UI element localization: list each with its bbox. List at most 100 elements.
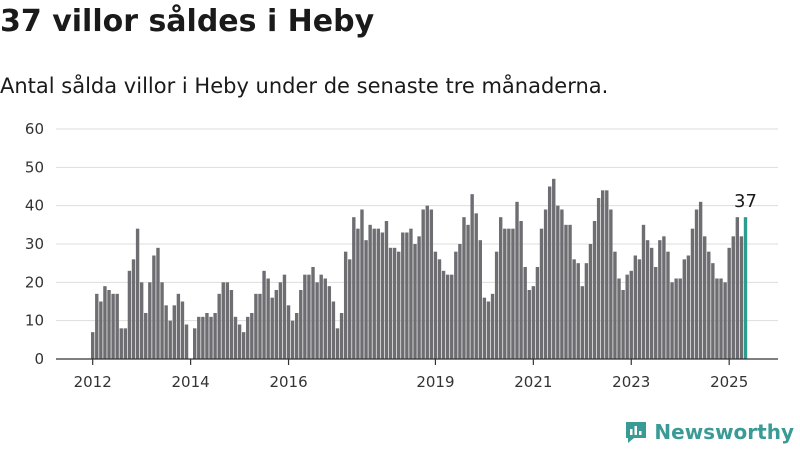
bar	[698, 201, 703, 359]
bar	[531, 286, 536, 359]
bar	[437, 259, 442, 359]
bar	[466, 224, 470, 359]
bar	[739, 236, 744, 359]
bar	[303, 274, 307, 359]
chart-subtitle: Antal sålda villor i Heby under de senas…	[0, 74, 609, 98]
bar	[523, 267, 527, 359]
bar	[662, 236, 666, 359]
bar	[360, 209, 364, 359]
bar	[225, 282, 230, 359]
bar	[617, 278, 621, 359]
bar	[262, 270, 266, 359]
bar	[217, 293, 221, 359]
bar	[139, 282, 144, 359]
y-tick-label: 60	[25, 120, 44, 138]
bar	[547, 186, 552, 359]
bar	[731, 236, 735, 359]
bar	[409, 228, 413, 359]
bar	[164, 305, 168, 359]
bar	[625, 274, 629, 359]
axes: 2012 2014 2016 2019 2021 2023 2025	[56, 358, 778, 391]
bar	[315, 282, 319, 359]
bar	[127, 270, 132, 359]
bar	[119, 328, 123, 359]
bar	[95, 293, 99, 359]
bar	[213, 313, 217, 359]
bar	[91, 332, 95, 359]
bar	[372, 228, 376, 359]
bar	[556, 205, 560, 359]
bar	[535, 267, 540, 359]
bar	[703, 236, 707, 359]
bar	[380, 232, 385, 359]
newsworthy-chart-icon	[626, 422, 647, 443]
y-tick-label: 10	[25, 312, 44, 330]
y-tick-label: 30	[25, 235, 44, 253]
bar	[682, 259, 686, 359]
grid-lines: 0 10 20 30 40 50 60	[25, 120, 778, 368]
bar	[307, 274, 311, 359]
bar	[621, 290, 625, 359]
logo-text: Newsworthy	[654, 420, 794, 444]
bar	[148, 282, 152, 359]
bar	[486, 301, 491, 359]
bar	[678, 278, 682, 359]
x-tick-label: 2014	[172, 373, 210, 391]
bar	[221, 282, 225, 359]
bar	[735, 217, 740, 359]
bar	[429, 209, 434, 359]
bar	[474, 213, 478, 359]
bar	[560, 209, 564, 359]
bar	[694, 209, 699, 359]
bar	[295, 313, 299, 359]
bar	[494, 251, 499, 359]
bar	[503, 228, 507, 359]
bar	[180, 301, 185, 359]
bar	[343, 251, 348, 359]
bar	[282, 274, 287, 359]
bar	[601, 190, 605, 359]
bar	[405, 232, 409, 359]
bar	[588, 244, 593, 359]
bar	[609, 209, 613, 359]
bar	[168, 320, 172, 359]
bar	[658, 240, 662, 359]
bar	[605, 190, 609, 359]
bar	[470, 194, 474, 359]
bar	[368, 224, 372, 359]
bar	[290, 320, 295, 359]
bar	[388, 247, 393, 359]
bar	[670, 282, 674, 359]
bar	[319, 274, 323, 359]
bar	[445, 274, 450, 359]
bar	[552, 178, 556, 359]
bar	[352, 217, 356, 359]
bar	[629, 270, 633, 359]
bar	[258, 293, 262, 359]
bar	[205, 313, 209, 359]
bar	[144, 313, 148, 359]
bar	[576, 263, 580, 359]
bar	[176, 293, 181, 359]
bar	[246, 316, 250, 359]
bar	[115, 293, 119, 359]
bar	[727, 247, 731, 359]
bar	[160, 282, 164, 359]
bar	[715, 278, 719, 359]
bar	[123, 328, 128, 359]
newsworthy-logo[interactable]: Newsworthy	[624, 420, 794, 444]
bar	[270, 297, 274, 359]
x-tick-label: 2012	[74, 373, 112, 391]
bar	[707, 251, 711, 359]
x-tick-label: 2016	[269, 373, 307, 391]
x-tick-label: 2021	[514, 373, 552, 391]
bar	[527, 290, 531, 359]
bar	[384, 221, 389, 359]
bar-highlight	[743, 217, 748, 359]
bar	[637, 259, 642, 359]
bar	[564, 224, 568, 359]
bar	[339, 313, 344, 359]
bar	[413, 244, 417, 359]
bar	[499, 217, 503, 359]
bar	[490, 293, 495, 359]
